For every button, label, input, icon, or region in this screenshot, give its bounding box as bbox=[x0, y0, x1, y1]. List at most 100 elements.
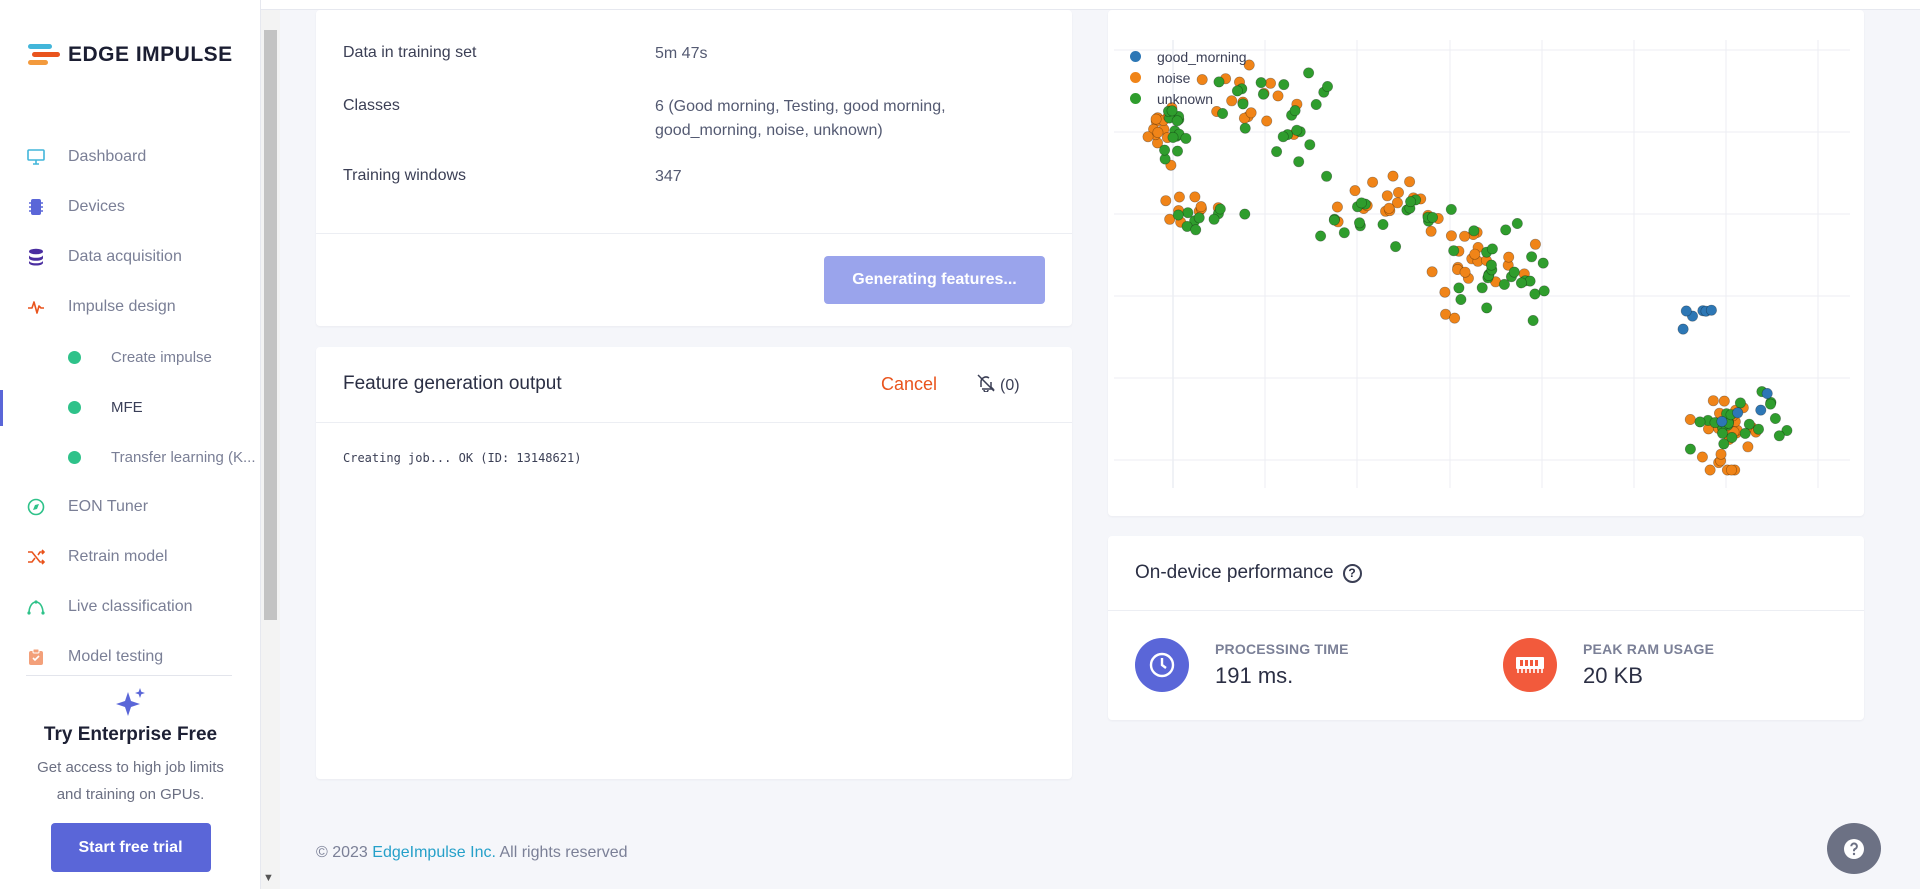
legend-item-good-morning[interactable]: good_morning bbox=[1130, 46, 1247, 67]
scatter-point[interactable] bbox=[1271, 146, 1283, 158]
scatter-point[interactable] bbox=[1277, 131, 1289, 143]
scatter-point[interactable] bbox=[1485, 259, 1497, 271]
scatter-point[interactable] bbox=[1354, 217, 1366, 229]
scatter-point[interactable] bbox=[1377, 219, 1389, 231]
scatter-point[interactable] bbox=[1527, 314, 1539, 326]
scatter-point[interactable] bbox=[1315, 230, 1327, 242]
scatter-point[interactable] bbox=[1404, 176, 1416, 188]
scatter-point[interactable] bbox=[1769, 412, 1781, 424]
start-free-trial-button[interactable]: Start free trial bbox=[50, 823, 211, 872]
sidebar-item-mfe[interactable]: MFE bbox=[0, 382, 261, 432]
scatter-point[interactable] bbox=[1469, 248, 1481, 260]
scatter-point[interactable] bbox=[1718, 438, 1730, 450]
scatter-point[interactable] bbox=[1715, 448, 1727, 460]
scatter-point[interactable] bbox=[1164, 213, 1176, 225]
scatter-point[interactable] bbox=[1391, 197, 1403, 209]
scatter-point[interactable] bbox=[1445, 203, 1457, 215]
scatter-point[interactable] bbox=[1755, 404, 1767, 416]
scatter-point[interactable] bbox=[1383, 202, 1395, 214]
scatter-point[interactable] bbox=[1304, 139, 1316, 151]
scatter-point[interactable] bbox=[1239, 122, 1251, 134]
help-circle-icon[interactable]: ? bbox=[1342, 563, 1362, 583]
scatter-point[interactable] bbox=[1261, 115, 1273, 127]
scatter-point[interactable] bbox=[1538, 285, 1550, 297]
scatter-point[interactable] bbox=[1150, 113, 1162, 125]
scatter-point[interactable] bbox=[1511, 218, 1523, 230]
scatter-point[interactable] bbox=[1255, 77, 1267, 89]
logo[interactable]: EDGE IMPULSE bbox=[28, 42, 233, 68]
scatter-point[interactable] bbox=[1773, 430, 1785, 442]
scatter-point[interactable] bbox=[1498, 278, 1510, 290]
scatter-point[interactable] bbox=[1705, 304, 1717, 316]
scatter-point[interactable] bbox=[1208, 213, 1220, 225]
notifications-toggle[interactable]: (0) bbox=[976, 374, 1020, 397]
scatter-point[interactable] bbox=[1349, 185, 1361, 197]
scatter-point[interactable] bbox=[1743, 418, 1755, 430]
scatter-point[interactable] bbox=[1217, 108, 1229, 120]
scatter-point[interactable] bbox=[1455, 293, 1467, 305]
scatter-point[interactable] bbox=[1289, 105, 1301, 117]
scatter-point[interactable] bbox=[1278, 79, 1290, 91]
sidebar-item-dashboard[interactable]: Dashboard bbox=[0, 132, 261, 182]
scatter-point[interactable] bbox=[1529, 288, 1541, 300]
scatter-point[interactable] bbox=[1448, 245, 1460, 257]
scatter-point[interactable] bbox=[1732, 407, 1744, 419]
scatter-point[interactable] bbox=[1508, 266, 1520, 278]
scatter-point[interactable] bbox=[1405, 196, 1417, 208]
sidebar-scrollbar-thumb[interactable] bbox=[264, 30, 277, 620]
scatter-point[interactable] bbox=[1328, 214, 1340, 226]
scatter-point[interactable] bbox=[1226, 95, 1238, 107]
scatter-point[interactable] bbox=[1529, 238, 1541, 250]
scatter-point[interactable] bbox=[1172, 145, 1184, 157]
scatter-point[interactable] bbox=[1367, 176, 1379, 188]
scatter-point[interactable] bbox=[1500, 224, 1512, 236]
scatter-point[interactable] bbox=[1718, 395, 1730, 407]
sidebar-item-devices[interactable]: Devices bbox=[0, 182, 261, 232]
sidebar-item-live-classification[interactable]: Live classification bbox=[0, 582, 261, 632]
scatter-point[interactable] bbox=[1152, 127, 1164, 139]
scatter-point[interactable] bbox=[1725, 464, 1737, 476]
scatter-point[interactable] bbox=[1237, 98, 1249, 110]
scatter-point[interactable] bbox=[1503, 251, 1515, 263]
scatter-point[interactable] bbox=[1239, 208, 1251, 220]
scatter-point[interactable] bbox=[1214, 203, 1226, 215]
scatter-point[interactable] bbox=[1739, 427, 1751, 439]
scatter-point[interactable] bbox=[1684, 443, 1696, 455]
scatter-point[interactable] bbox=[1764, 398, 1776, 410]
scatter-point[interactable] bbox=[1716, 427, 1728, 439]
scatter-point[interactable] bbox=[1704, 464, 1716, 476]
scatter-point[interactable] bbox=[1293, 156, 1305, 168]
scatter-point[interactable] bbox=[1459, 230, 1471, 242]
scatter-point[interactable] bbox=[1173, 191, 1185, 203]
scatter-point[interactable] bbox=[1707, 395, 1719, 407]
scatter-point[interactable] bbox=[1303, 67, 1315, 79]
legend-item-noise[interactable]: noise bbox=[1130, 67, 1247, 88]
scatter-point[interactable] bbox=[1265, 77, 1277, 89]
scatter-point[interactable] bbox=[1476, 282, 1488, 294]
scatter-point[interactable] bbox=[1182, 207, 1194, 219]
generate-features-button[interactable]: Generating features... bbox=[824, 256, 1045, 304]
scatter-point[interactable] bbox=[1677, 323, 1689, 335]
scatter-point[interactable] bbox=[1425, 225, 1437, 237]
scatter-point[interactable] bbox=[1468, 225, 1480, 237]
sidebar-item-create-impulse[interactable]: Create impulse bbox=[0, 332, 261, 382]
scatter-point[interactable] bbox=[1310, 99, 1322, 111]
sidebar-item-impulse-design[interactable]: Impulse design bbox=[0, 282, 261, 332]
scatter-point[interactable] bbox=[1159, 144, 1171, 156]
scatter-point[interactable] bbox=[1190, 224, 1202, 236]
scatter-point[interactable] bbox=[1481, 302, 1493, 314]
scatter-point[interactable] bbox=[1440, 308, 1452, 320]
scatter-point[interactable] bbox=[1742, 441, 1754, 453]
scatter-point[interactable] bbox=[1459, 266, 1471, 278]
scatter-point[interactable] bbox=[1167, 131, 1179, 143]
scatter-point[interactable] bbox=[1445, 230, 1457, 242]
scatter-point[interactable] bbox=[1781, 424, 1793, 436]
company-link[interactable]: EdgeImpulse Inc. bbox=[372, 844, 496, 861]
scatter-point[interactable] bbox=[1160, 195, 1172, 207]
scatter-point[interactable] bbox=[1189, 191, 1201, 203]
scatter-point[interactable] bbox=[1291, 124, 1303, 136]
scatter-point[interactable] bbox=[1172, 209, 1184, 221]
scatter-point[interactable] bbox=[1526, 251, 1538, 263]
scatter-point[interactable] bbox=[1426, 266, 1438, 278]
scatter-point[interactable] bbox=[1193, 212, 1205, 224]
